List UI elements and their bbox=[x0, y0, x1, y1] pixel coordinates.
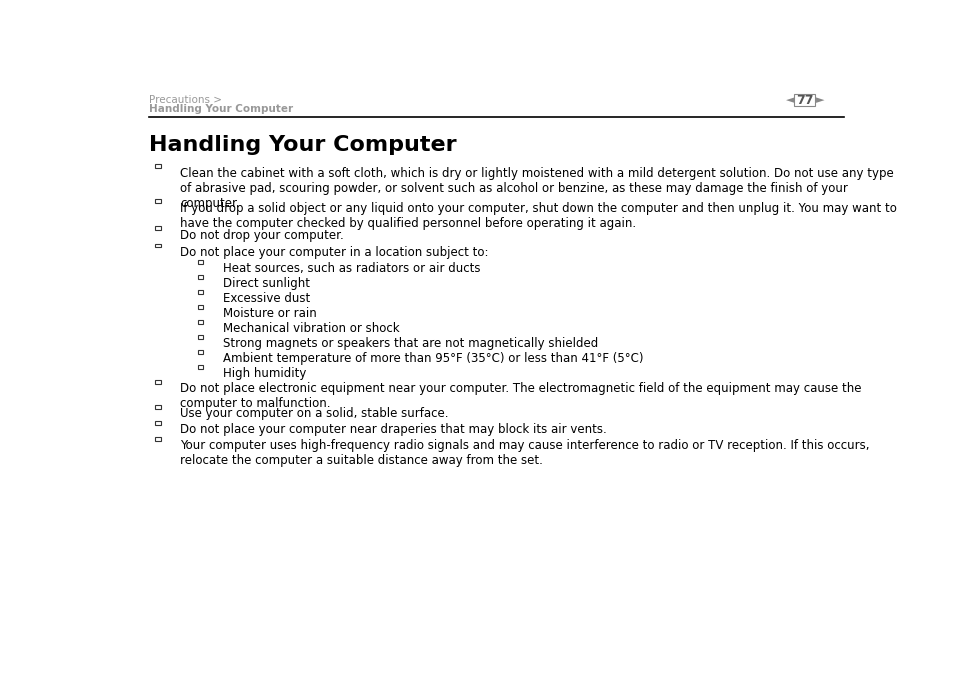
FancyBboxPatch shape bbox=[197, 365, 203, 369]
Text: Your computer uses high-frequency radio signals and may cause interference to ra: Your computer uses high-frequency radio … bbox=[180, 439, 868, 468]
FancyBboxPatch shape bbox=[197, 350, 203, 354]
FancyBboxPatch shape bbox=[155, 405, 161, 409]
FancyBboxPatch shape bbox=[197, 290, 203, 294]
FancyBboxPatch shape bbox=[197, 275, 203, 278]
Text: Mechanical vibration or shock: Mechanical vibration or shock bbox=[222, 322, 399, 335]
FancyBboxPatch shape bbox=[155, 226, 161, 231]
FancyBboxPatch shape bbox=[155, 200, 161, 204]
Text: ◄: ◄ bbox=[785, 96, 794, 106]
FancyBboxPatch shape bbox=[155, 243, 161, 247]
Text: Direct sunlight: Direct sunlight bbox=[222, 277, 310, 290]
Text: Handling Your Computer: Handling Your Computer bbox=[149, 135, 456, 156]
Text: Excessive dust: Excessive dust bbox=[222, 292, 310, 305]
Text: ►: ► bbox=[815, 96, 823, 106]
Text: Do not place your computer in a location subject to:: Do not place your computer in a location… bbox=[180, 246, 488, 259]
Text: Precautions >: Precautions > bbox=[149, 96, 222, 105]
FancyBboxPatch shape bbox=[197, 305, 203, 309]
FancyBboxPatch shape bbox=[197, 335, 203, 339]
Text: Do not place electronic equipment near your computer. The electromagnetic field : Do not place electronic equipment near y… bbox=[180, 382, 861, 410]
FancyBboxPatch shape bbox=[155, 380, 161, 384]
Text: Heat sources, such as radiators or air ducts: Heat sources, such as radiators or air d… bbox=[222, 262, 479, 275]
Text: Do not place your computer near draperies that may block its air vents.: Do not place your computer near draperie… bbox=[180, 423, 606, 436]
FancyBboxPatch shape bbox=[197, 320, 203, 324]
FancyBboxPatch shape bbox=[197, 259, 203, 264]
FancyBboxPatch shape bbox=[155, 421, 161, 425]
Text: Strong magnets or speakers that are not magnetically shielded: Strong magnets or speakers that are not … bbox=[222, 337, 598, 350]
FancyBboxPatch shape bbox=[794, 94, 814, 106]
FancyBboxPatch shape bbox=[155, 437, 161, 441]
Text: Clean the cabinet with a soft cloth, which is dry or lightly moistened with a mi: Clean the cabinet with a soft cloth, whi… bbox=[180, 166, 893, 210]
Text: Moisture or rain: Moisture or rain bbox=[222, 307, 316, 320]
Text: High humidity: High humidity bbox=[222, 367, 306, 380]
Text: Use your computer on a solid, stable surface.: Use your computer on a solid, stable sur… bbox=[180, 407, 448, 421]
Text: Ambient temperature of more than 95°F (35°C) or less than 41°F (5°C): Ambient temperature of more than 95°F (3… bbox=[222, 353, 642, 365]
Text: Handling Your Computer: Handling Your Computer bbox=[149, 104, 293, 114]
Text: 77: 77 bbox=[795, 94, 813, 106]
Text: Do not drop your computer.: Do not drop your computer. bbox=[180, 228, 343, 242]
Text: If you drop a solid object or any liquid onto your computer, shut down the compu: If you drop a solid object or any liquid… bbox=[180, 202, 896, 230]
FancyBboxPatch shape bbox=[155, 164, 161, 168]
